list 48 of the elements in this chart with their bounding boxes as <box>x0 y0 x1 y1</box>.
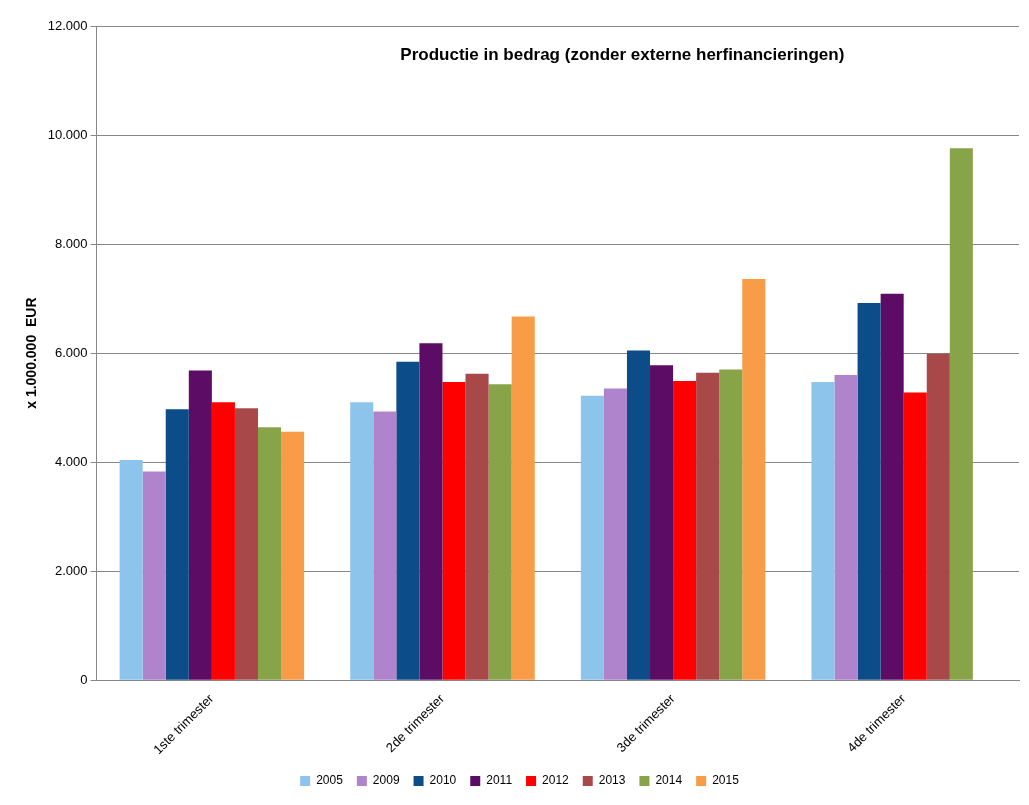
bar <box>650 365 674 680</box>
bar <box>350 402 374 680</box>
bar <box>696 372 720 680</box>
bar <box>511 316 535 680</box>
bar <box>719 369 743 680</box>
bar <box>857 302 881 680</box>
legend-label: 2012 <box>542 773 570 788</box>
bar <box>211 402 235 680</box>
y-tick-label: 2.000 <box>55 562 88 578</box>
bar <box>281 431 305 680</box>
y-tick-label: 10.000 <box>47 126 88 142</box>
bar <box>580 395 604 680</box>
legend-label: 2011 <box>486 773 513 788</box>
bar <box>142 471 166 680</box>
bar <box>811 382 835 680</box>
y-tick-label: 6.000 <box>55 344 88 360</box>
bar <box>465 373 489 680</box>
bar <box>488 384 512 680</box>
y-tick-label: 12.000 <box>47 17 88 33</box>
text: Productie in bedrag (zonder externe herfinancieringen) <box>400 44 845 64</box>
legend-label: 2014 <box>655 773 683 788</box>
bar <box>903 392 927 680</box>
bar <box>257 427 282 680</box>
bar <box>119 460 143 680</box>
y-tick-label: 4.000 <box>55 453 88 469</box>
bar <box>603 388 627 680</box>
bar <box>626 350 651 680</box>
y-tick-label: 0 <box>80 671 88 687</box>
bar <box>165 409 189 680</box>
legend-label: 2015 <box>712 773 740 788</box>
bar <box>442 382 466 680</box>
bar <box>834 374 858 680</box>
bar <box>742 278 766 680</box>
bar <box>949 148 973 680</box>
bar <box>188 370 212 680</box>
legend-label: 2009 <box>372 773 400 788</box>
bar <box>396 361 420 680</box>
legend-label: 2005 <box>316 773 344 788</box>
legend-label: 2013 <box>598 773 626 788</box>
y-tick-label: 8.000 <box>55 235 88 251</box>
y-axis-title: x 1.000.000 EUR <box>23 297 40 409</box>
bar <box>926 353 950 680</box>
bar <box>419 343 443 680</box>
bar <box>373 411 397 680</box>
bar <box>880 293 904 680</box>
bar <box>234 408 258 680</box>
bar <box>673 380 697 680</box>
legend-label: 2010 <box>429 773 457 788</box>
